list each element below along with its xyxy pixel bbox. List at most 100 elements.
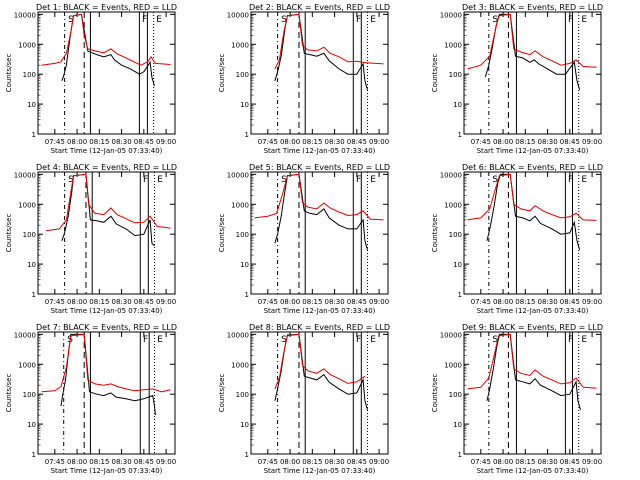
panel-title: Det 2: BLACK = Events, RED = LLD — [249, 3, 390, 12]
y-tick-label: 1000 — [18, 361, 36, 369]
lld-series-line — [467, 333, 597, 390]
panel-4: Det 4: BLACK = Events, RED = LLD 1 10 100 10… — [5, 163, 177, 315]
marker-label: S — [68, 175, 74, 185]
x-tick-label: 09:00 — [369, 458, 389, 466]
marker-label: F — [356, 335, 361, 345]
plot-frame — [463, 11, 602, 135]
y-axis-label: Counts/sec — [5, 214, 13, 253]
x-tick-label: 08:45 — [347, 138, 367, 146]
events-series-line — [486, 333, 581, 410]
x-tick-label: 08:00 — [280, 138, 300, 146]
x-axis-label: Start Time (12-Jan-05 07:33:40) — [477, 467, 589, 475]
x-tick-label: 08:15 — [515, 458, 535, 466]
y-tick-label: 100 — [23, 71, 36, 79]
panel-1: Det 1: BLACK = Events, RED = LLD 1 10 100 10… — [5, 3, 177, 155]
x-tick-label: 08:15 — [515, 138, 535, 146]
x-tick-label: 08:45 — [134, 458, 154, 466]
plot-frame — [250, 11, 389, 135]
plot-frame — [37, 171, 176, 295]
y-tick-label: 10000 — [14, 171, 36, 179]
plot-frame — [250, 171, 389, 295]
x-tick-label: 08:30 — [537, 138, 557, 146]
y-tick-label: 10000 — [440, 331, 462, 339]
x-tick-label: 07:45 — [45, 298, 65, 306]
x-axis-label: Start Time (12-Jan-05 07:33:40) — [51, 467, 163, 475]
y-axis-label: Counts/sec — [218, 54, 226, 93]
x-tick-label: 08:15 — [302, 458, 322, 466]
events-series-line — [274, 13, 368, 90]
x-tick-label: 08:45 — [560, 138, 580, 146]
y-tick-label: 10 — [27, 101, 36, 109]
lld-series-line — [254, 173, 384, 221]
x-tick-label: 09:00 — [582, 138, 602, 146]
marker-label: E — [581, 335, 587, 345]
x-tick-label: 08:15 — [302, 298, 322, 306]
y-tick-label: 1 — [32, 451, 36, 459]
panel-8: Det 8: BLACK = Events, RED = LLD 1 10 100 10… — [218, 323, 390, 475]
panel-title: Det 7: BLACK = Events, RED = LLD — [36, 323, 177, 332]
plot-frame — [37, 331, 176, 455]
panel-title: Det 6: BLACK = Events, RED = LLD — [462, 163, 603, 172]
x-tick-label: 09:00 — [369, 298, 389, 306]
x-tick-label: 08:00 — [493, 298, 513, 306]
marker-label: S — [492, 335, 498, 345]
x-tick-label: 08:00 — [67, 138, 87, 146]
x-tick-label: 09:00 — [156, 138, 176, 146]
x-tick-label: 07:45 — [45, 138, 65, 146]
marker-label: F — [568, 335, 573, 345]
x-tick-label: 08:15 — [89, 298, 109, 306]
y-tick-label: 1 — [245, 451, 249, 459]
y-tick-label: 1000 — [231, 361, 249, 369]
x-tick-label: 08:00 — [493, 138, 513, 146]
y-tick-label: 10000 — [14, 331, 36, 339]
x-tick-label: 08:30 — [537, 458, 557, 466]
y-tick-label: 100 — [449, 231, 462, 239]
y-tick-label: 1000 — [444, 361, 462, 369]
y-tick-label: 1 — [458, 291, 462, 299]
marker-label: F — [143, 335, 148, 345]
y-tick-label: 1000 — [18, 41, 36, 49]
y-tick-label: 1 — [32, 291, 36, 299]
events-series-line — [61, 13, 155, 87]
y-tick-label: 1000 — [18, 201, 36, 209]
panel-title: Det 5: BLACK = Events, RED = LLD — [249, 163, 390, 172]
y-tick-label: 1 — [458, 131, 462, 139]
x-tick-label: 09:00 — [582, 458, 602, 466]
marker-label: S — [492, 175, 498, 185]
x-tick-label: 08:00 — [493, 458, 513, 466]
plot-frame — [37, 11, 176, 135]
marker-label: E — [157, 335, 163, 345]
x-tick-label: 08:45 — [560, 298, 580, 306]
y-axis-label: Counts/sec — [5, 374, 13, 413]
y-axis-label: Counts/sec — [431, 374, 439, 413]
x-tick-label: 07:45 — [258, 298, 278, 306]
marker-label: S — [281, 15, 287, 25]
x-tick-label: 07:45 — [471, 458, 491, 466]
y-tick-label: 10000 — [440, 11, 462, 19]
y-tick-label: 1000 — [444, 41, 462, 49]
x-tick-label: 09:00 — [156, 298, 176, 306]
x-tick-label: 08:15 — [302, 138, 322, 146]
panel-title: Det 1: BLACK = Events, RED = LLD — [36, 3, 177, 12]
x-tick-label: 08:30 — [111, 298, 131, 306]
y-tick-label: 10 — [453, 101, 462, 109]
events-series-line — [274, 173, 368, 250]
y-tick-label: 100 — [449, 391, 462, 399]
panel-title: Det 9: BLACK = Events, RED = LLD — [462, 323, 603, 332]
x-tick-label: 08:45 — [347, 458, 367, 466]
y-tick-label: 10000 — [227, 171, 249, 179]
x-tick-label: 08:15 — [89, 458, 109, 466]
marker-label: F — [568, 175, 573, 185]
marker-label: S — [492, 15, 498, 25]
x-axis-label: Start Time (12-Jan-05 07:33:40) — [264, 467, 376, 475]
y-tick-label: 100 — [236, 71, 249, 79]
lld-series-line — [45, 173, 171, 232]
y-axis-label: Counts/sec — [218, 214, 226, 253]
lld-series-line — [274, 13, 384, 70]
y-tick-label: 100 — [449, 71, 462, 79]
plot-frame — [250, 331, 389, 455]
y-axis-label: Counts/sec — [5, 54, 13, 93]
x-tick-label: 08:30 — [324, 298, 344, 306]
lld-series-line — [274, 333, 366, 390]
